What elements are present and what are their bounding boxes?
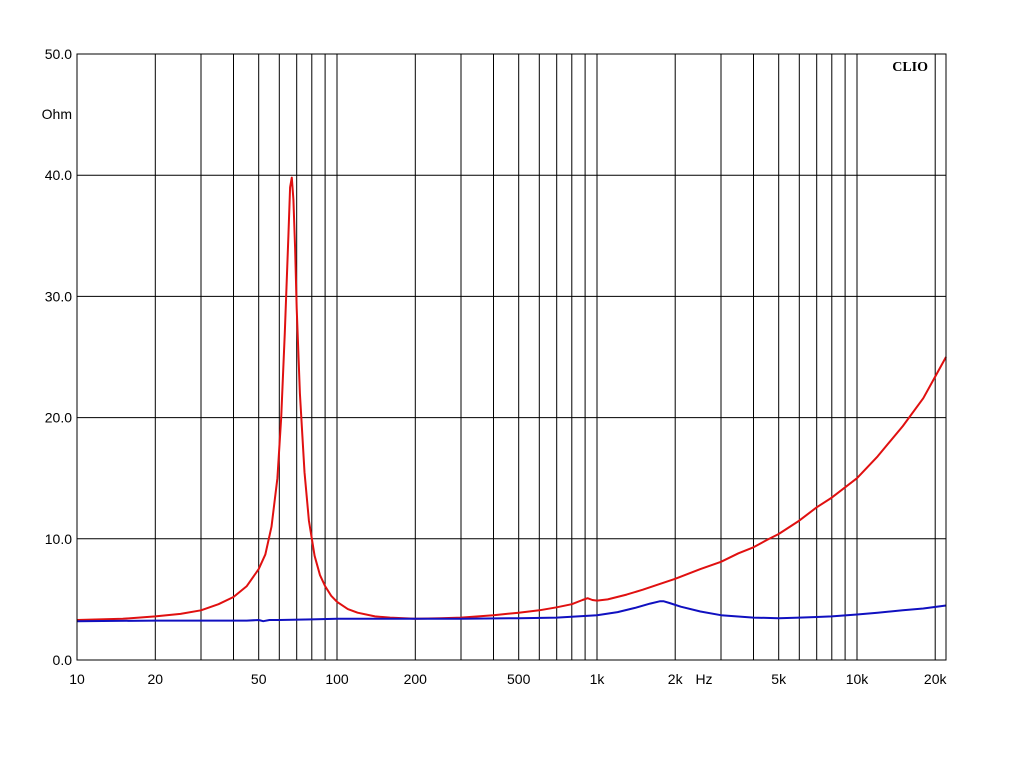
x-tick-label: 20 [148, 671, 164, 687]
gridlines [76, 53, 946, 661]
y-tick-label: 50.0 [45, 46, 72, 62]
x-tick-label: 50 [251, 671, 267, 687]
x-tick-label: 500 [507, 671, 531, 687]
x-tick-labels: 10 20 50 100 200 500 1k 2k 5k 10k 20k [69, 671, 947, 687]
x-tick-label: 20k [924, 671, 948, 687]
x-tick-label: 10k [846, 671, 870, 687]
y-tick-label: 0.0 [53, 652, 73, 668]
x-tick-label: 1k [590, 671, 606, 687]
impedance-secondary-line [76, 600, 947, 623]
y-axis-label: Ohm [42, 106, 72, 122]
x-tick-label: 200 [404, 671, 428, 687]
x-tick-label: 2k [668, 671, 684, 687]
impedance-modulus-line [76, 176, 947, 621]
plot-frame [76, 53, 947, 661]
brand-label: CLIO [892, 60, 928, 75]
y-tick-labels: 0.0 10.0 20.0 30.0 40.0 50.0 [45, 46, 72, 668]
y-tick-label: 20.0 [45, 410, 72, 426]
x-axis-label: Hz [695, 671, 712, 687]
x-tick-label: 5k [771, 671, 787, 687]
series-lines [76, 176, 947, 623]
x-tick-label: 100 [325, 671, 349, 687]
x-tick-label: 10 [69, 671, 85, 687]
y-tick-label: 30.0 [45, 288, 72, 304]
y-tick-label: 10.0 [45, 531, 72, 547]
y-tick-label: 40.0 [45, 167, 72, 183]
